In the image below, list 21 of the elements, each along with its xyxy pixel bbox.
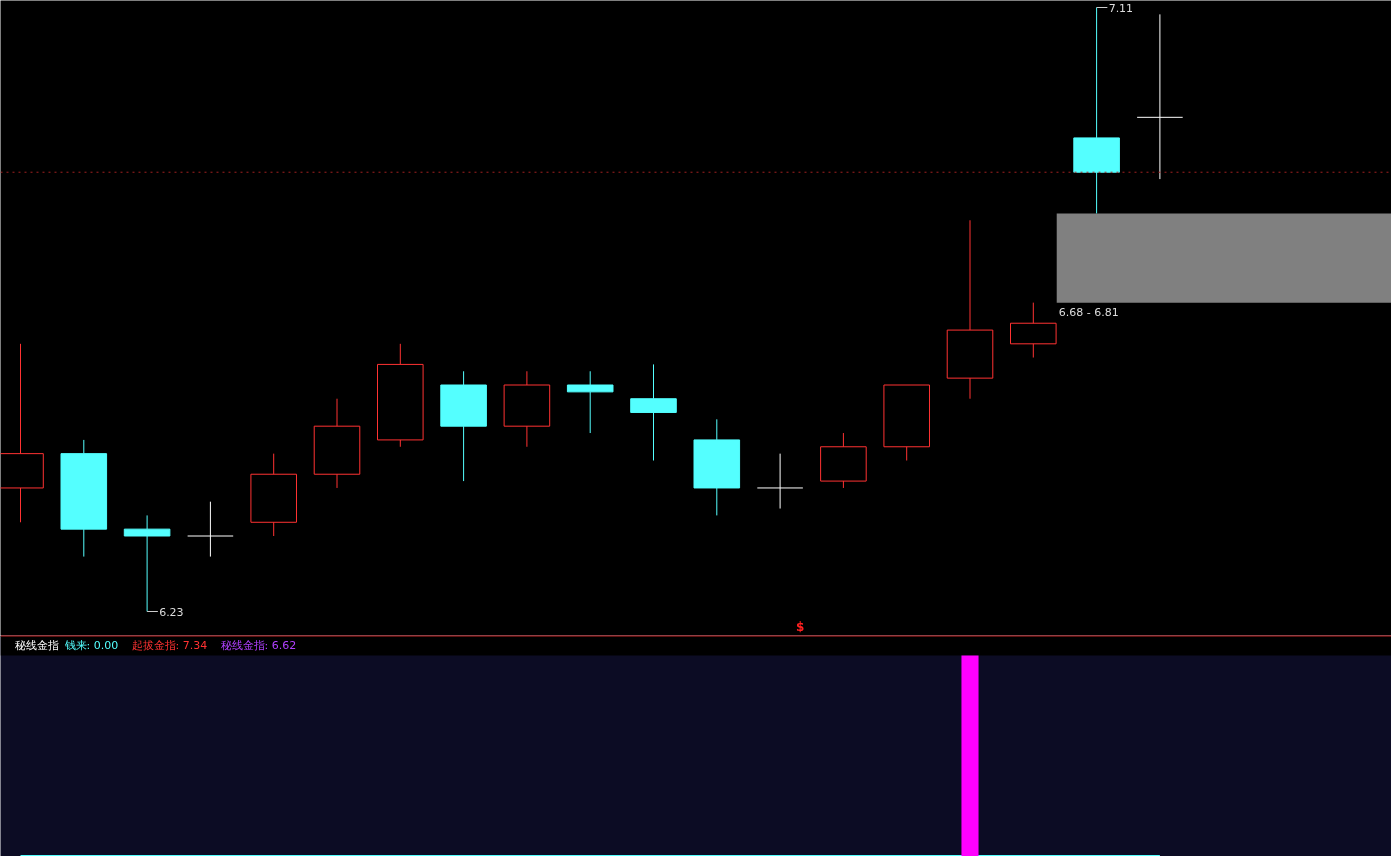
candlestick xyxy=(1136,13,1184,180)
candlestick xyxy=(503,370,551,448)
annotation: 7.11 xyxy=(1108,1,1134,15)
candlestick xyxy=(756,453,804,510)
candlestick xyxy=(566,370,614,434)
chart-title: 秘线金指 xyxy=(14,639,59,653)
candlestick xyxy=(60,439,108,558)
candlestick xyxy=(630,363,677,461)
legend-label: 起拔金指: 7.34 xyxy=(131,639,208,653)
legend-label: 秘线金指: 6.62 xyxy=(220,639,297,653)
candlestick xyxy=(693,418,741,516)
band-label: 6.68 - 6.81 xyxy=(1058,305,1119,319)
candlestick xyxy=(440,370,487,482)
candlestick xyxy=(946,219,994,400)
candlestick xyxy=(187,501,234,558)
candlestick xyxy=(1010,302,1057,359)
candlestick xyxy=(250,453,297,537)
candlestick xyxy=(313,398,361,489)
annotation: 6.23 xyxy=(159,605,184,619)
text: 钱来: 0.00 xyxy=(63,639,119,653)
text: $ xyxy=(795,619,805,634)
